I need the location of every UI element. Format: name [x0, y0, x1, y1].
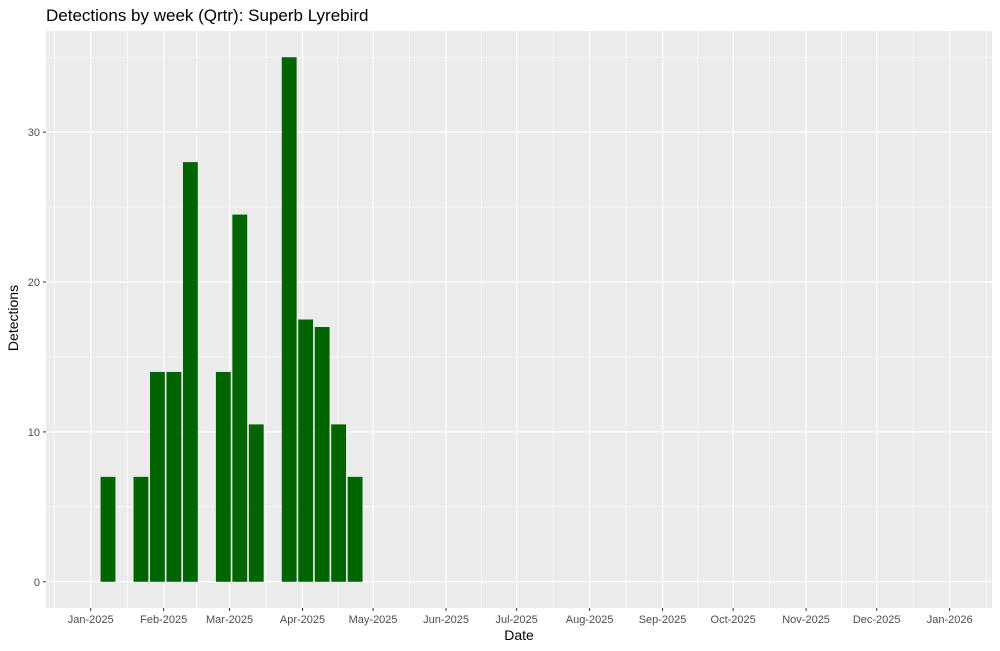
x-tick-label: Jan-2025	[68, 614, 114, 626]
x-tick-label: Feb-2025	[140, 614, 187, 626]
x-tick-label: Oct-2025	[711, 614, 756, 626]
x-axis-ticks: Jan-2025 Feb-2025 Mar-2025 Apr-2025 May-2025…	[68, 608, 973, 626]
y-axis-ticks: 0 10 20 30	[28, 127, 46, 589]
y-tick-label: 0	[34, 577, 40, 589]
bar	[166, 371, 182, 582]
bars	[100, 57, 363, 582]
x-tick-label: Nov-2025	[782, 614, 830, 626]
chart-title: Detections by week (Qrtr): Superb Lyrebi…	[46, 6, 369, 25]
y-axis-label: Detections	[5, 285, 21, 351]
x-tick-label: Jan-2026	[927, 614, 973, 626]
bar	[248, 424, 264, 582]
bar	[347, 476, 363, 582]
bar	[150, 371, 165, 582]
plot-panel	[46, 31, 992, 608]
bar	[314, 326, 330, 582]
x-tick-label: Apr-2025	[280, 614, 325, 626]
y-tick-label: 30	[28, 127, 40, 139]
x-tick-label: Dec-2025	[853, 614, 901, 626]
bar	[215, 371, 231, 582]
x-tick-label: Aug-2025	[566, 614, 614, 626]
bar	[281, 57, 297, 582]
y-tick-label: 20	[28, 277, 40, 289]
y-tick-label: 10	[28, 427, 40, 439]
x-axis-label: Date	[504, 627, 534, 643]
x-tick-label: Sep-2025	[639, 614, 687, 626]
bar	[182, 162, 198, 582]
x-tick-label: Mar-2025	[206, 614, 253, 626]
minor-gridlines	[46, 31, 992, 608]
bar	[100, 476, 116, 582]
x-tick-label: May-2025	[349, 614, 398, 626]
bar	[133, 476, 149, 582]
bar	[232, 214, 248, 582]
bar	[331, 424, 347, 582]
x-tick-label: Jun-2025	[423, 614, 469, 626]
x-tick-label: Jul-2025	[496, 614, 538, 626]
bar	[298, 319, 314, 582]
